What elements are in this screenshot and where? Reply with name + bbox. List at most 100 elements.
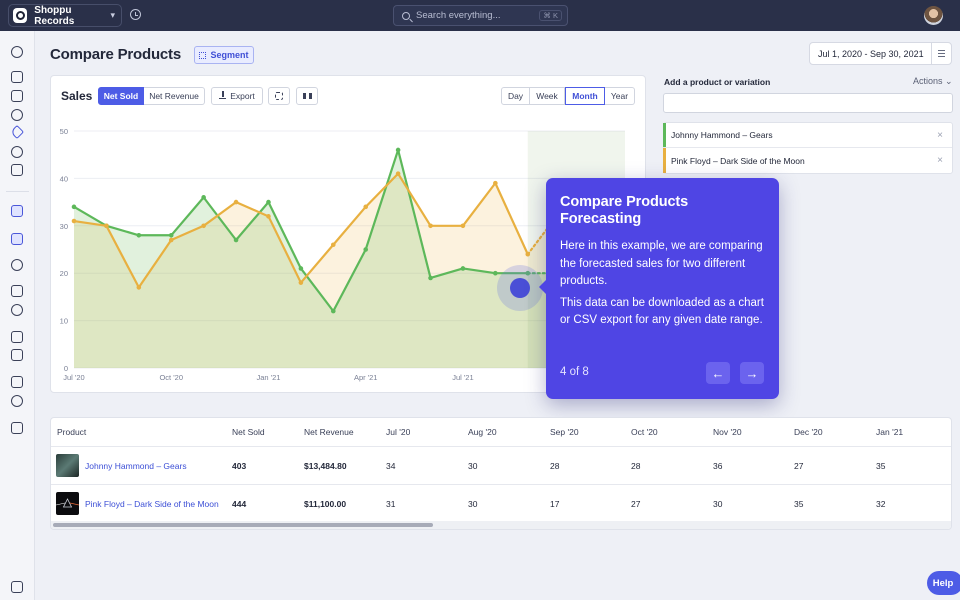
focus-button[interactable] bbox=[268, 87, 290, 105]
search-placeholder: Search everything... bbox=[416, 10, 501, 21]
actions-menu[interactable]: Actions ⌄ bbox=[913, 76, 953, 87]
sidebar bbox=[0, 31, 35, 600]
orders-icon[interactable] bbox=[11, 71, 23, 83]
data-point bbox=[493, 180, 498, 186]
column-header[interactable]: Sep '20 bbox=[550, 427, 579, 437]
focus-icon bbox=[275, 92, 283, 100]
globe-icon[interactable] bbox=[11, 395, 23, 407]
data-point bbox=[363, 247, 369, 252]
data-point bbox=[363, 204, 369, 210]
data-point bbox=[201, 223, 206, 229]
list-item[interactable]: Pink Floyd – Dark Side of the Moon × bbox=[663, 148, 952, 173]
series-area bbox=[74, 149, 625, 368]
table-row: Johnny Hammond – Gears 403 $13,484.80 34… bbox=[51, 446, 951, 484]
avatar[interactable] bbox=[924, 6, 943, 25]
tab-net-sold[interactable]: Net Sold bbox=[98, 87, 144, 105]
analytics-icon[interactable] bbox=[11, 205, 23, 217]
menu-icon[interactable] bbox=[931, 43, 951, 64]
chart-title: Sales bbox=[61, 89, 93, 103]
customers-icon[interactable] bbox=[11, 109, 23, 121]
close-icon[interactable]: × bbox=[937, 155, 943, 166]
column-header[interactable]: Aug '20 bbox=[468, 427, 497, 437]
chevron-down-icon: ▾ bbox=[110, 10, 115, 20]
segment-label: Segment bbox=[210, 50, 249, 60]
data-point bbox=[395, 171, 401, 176]
discount-icon[interactable] bbox=[11, 146, 23, 158]
data-point bbox=[428, 223, 433, 229]
data-point bbox=[233, 199, 239, 205]
tour-prev-button[interactable]: ← bbox=[706, 362, 730, 384]
product-link[interactable]: Pink Floyd – Dark Side of the Moon bbox=[85, 499, 219, 509]
export-label: Export bbox=[230, 91, 255, 101]
tab-month[interactable]: Month bbox=[565, 87, 605, 105]
prism-icon bbox=[56, 498, 79, 508]
check-circle-icon[interactable] bbox=[11, 259, 23, 271]
export-button[interactable]: Export bbox=[211, 87, 263, 105]
column-header[interactable]: Oct '20 bbox=[631, 427, 658, 437]
data-point bbox=[525, 270, 531, 276]
close-icon[interactable]: × bbox=[937, 129, 943, 141]
product-link[interactable]: Johnny Hammond – Gears bbox=[85, 461, 187, 471]
month-value: 32 bbox=[876, 499, 886, 509]
tour-popover: Compare Products Forecasting Here in thi… bbox=[539, 178, 779, 399]
store-switcher[interactable]: Shoppu Records ▾ bbox=[8, 4, 122, 27]
column-header[interactable]: Jan '21 bbox=[876, 427, 904, 437]
arrow-right-icon: → bbox=[745, 365, 759, 381]
scrollbar-thumb[interactable] bbox=[53, 523, 433, 527]
tab-week[interactable]: Week bbox=[530, 87, 565, 105]
arrow-left-icon: ← bbox=[711, 365, 725, 381]
date-range-picker[interactable]: Jul 1, 2020 - Sep 30, 2021 bbox=[809, 42, 952, 65]
month-value: 27 bbox=[794, 461, 804, 471]
tour-next-button[interactable]: → bbox=[740, 362, 764, 384]
net-revenue-value: $13,484.80 bbox=[304, 461, 347, 471]
forecast-button[interactable] bbox=[296, 87, 318, 105]
tab-net-revenue[interactable]: Net Revenue bbox=[144, 87, 205, 105]
column-header[interactable]: Net Revenue bbox=[304, 427, 354, 437]
apps-icon[interactable] bbox=[11, 376, 23, 388]
month-value: 34 bbox=[386, 461, 396, 471]
segment-icon bbox=[199, 51, 207, 59]
data-point bbox=[168, 232, 174, 238]
settings-sliders-icon[interactable] bbox=[11, 422, 23, 434]
column-header[interactable]: Product bbox=[57, 427, 87, 437]
add-product-input[interactable] bbox=[663, 93, 953, 113]
tab-day[interactable]: Day bbox=[501, 87, 530, 105]
dashboard-icon[interactable] bbox=[11, 46, 23, 58]
tag-icon[interactable] bbox=[9, 124, 25, 140]
list-item[interactable]: Johnny Hammond – Gears × bbox=[663, 123, 952, 148]
search-shortcut: ⌘ K bbox=[539, 10, 562, 21]
upload-icon[interactable] bbox=[11, 331, 23, 343]
tour-paragraph-2: This data can be downloaded as a chart o… bbox=[560, 296, 764, 327]
tour-step-counter: 4 of 8 bbox=[560, 366, 589, 378]
tour-hotspot[interactable] bbox=[510, 278, 530, 298]
data-point bbox=[428, 275, 433, 281]
tab-year[interactable]: Year bbox=[605, 87, 635, 105]
send-icon[interactable] bbox=[11, 285, 23, 297]
tour-title: Compare Products Forecasting bbox=[560, 194, 689, 227]
data-point bbox=[233, 237, 239, 243]
column-header[interactable]: Jul '20 bbox=[386, 427, 411, 437]
data-point bbox=[71, 218, 77, 224]
column-header[interactable]: Dec '20 bbox=[794, 427, 823, 437]
trend-icon[interactable] bbox=[11, 349, 23, 361]
x-tick-label: Jul '20 bbox=[63, 373, 84, 382]
user-circle-icon[interactable] bbox=[11, 304, 23, 316]
reports-icon[interactable] bbox=[11, 233, 23, 245]
calendar-icon[interactable] bbox=[11, 90, 23, 102]
sales-line-chart: 0 10 20 30 40 50 Jul '20 Oct '20 Jan '21 Apr '21 J… bbox=[60, 127, 647, 382]
clock-icon[interactable] bbox=[130, 9, 141, 20]
segment-button[interactable]: Segment bbox=[194, 46, 254, 64]
month-value: 30 bbox=[713, 499, 723, 509]
cart-icon[interactable] bbox=[11, 164, 23, 176]
search-input[interactable]: Search everything... ⌘ K bbox=[393, 5, 568, 26]
collapse-icon[interactable] bbox=[11, 581, 23, 593]
column-header[interactable]: Nov '20 bbox=[713, 427, 742, 437]
page-title: Compare Products bbox=[50, 46, 181, 63]
horizontal-scrollbar[interactable] bbox=[51, 521, 951, 529]
album-thumbnail bbox=[56, 454, 79, 477]
data-point bbox=[266, 214, 271, 219]
column-header[interactable]: Net Sold bbox=[232, 427, 265, 437]
products-table: Product Net Sold Net Revenue Jul '20 Aug… bbox=[50, 417, 952, 530]
help-button[interactable]: Help bbox=[927, 571, 960, 595]
store-logo-icon bbox=[13, 8, 28, 23]
